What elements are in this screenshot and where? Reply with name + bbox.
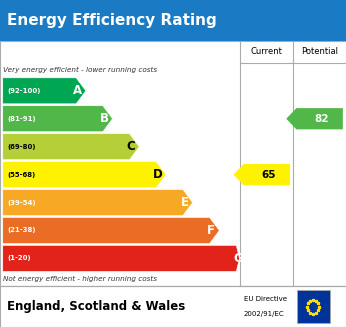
Polygon shape	[234, 164, 290, 185]
Text: Not energy efficient - higher running costs: Not energy efficient - higher running co…	[3, 276, 157, 282]
Text: 65: 65	[261, 170, 276, 180]
Text: England, Scotland & Wales: England, Scotland & Wales	[7, 300, 185, 313]
Text: G: G	[233, 252, 243, 265]
Text: C: C	[127, 140, 136, 153]
Text: B: B	[100, 112, 109, 125]
Text: (81-91): (81-91)	[7, 116, 36, 122]
Bar	[0, 0, 346, 41]
Polygon shape	[3, 246, 239, 271]
Text: A: A	[73, 84, 82, 97]
Polygon shape	[3, 162, 166, 188]
Text: (55-68): (55-68)	[7, 172, 35, 178]
Text: F: F	[207, 224, 215, 237]
Polygon shape	[3, 78, 86, 104]
Polygon shape	[286, 108, 343, 129]
Text: Current: Current	[251, 47, 283, 57]
Polygon shape	[3, 134, 139, 160]
Bar	[0, 41, 346, 286]
Text: 2002/91/EC: 2002/91/EC	[244, 311, 284, 317]
Text: (21-38): (21-38)	[7, 228, 35, 233]
Bar	[0, 286, 346, 327]
Text: (1-20): (1-20)	[7, 255, 30, 261]
Polygon shape	[3, 190, 193, 215]
Text: EU Directive: EU Directive	[244, 296, 287, 302]
Text: D: D	[153, 168, 163, 181]
Text: Potential: Potential	[301, 47, 338, 57]
Text: (39-54): (39-54)	[7, 199, 36, 206]
Text: E: E	[181, 196, 189, 209]
Text: 82: 82	[314, 114, 329, 124]
Text: Energy Efficiency Rating: Energy Efficiency Rating	[7, 13, 217, 28]
Text: (92-100): (92-100)	[7, 88, 40, 94]
Polygon shape	[3, 217, 219, 244]
Text: (69-80): (69-80)	[7, 144, 35, 150]
Polygon shape	[3, 106, 112, 132]
Text: Very energy efficient - lower running costs: Very energy efficient - lower running co…	[3, 67, 157, 73]
Bar	[297, 290, 329, 323]
